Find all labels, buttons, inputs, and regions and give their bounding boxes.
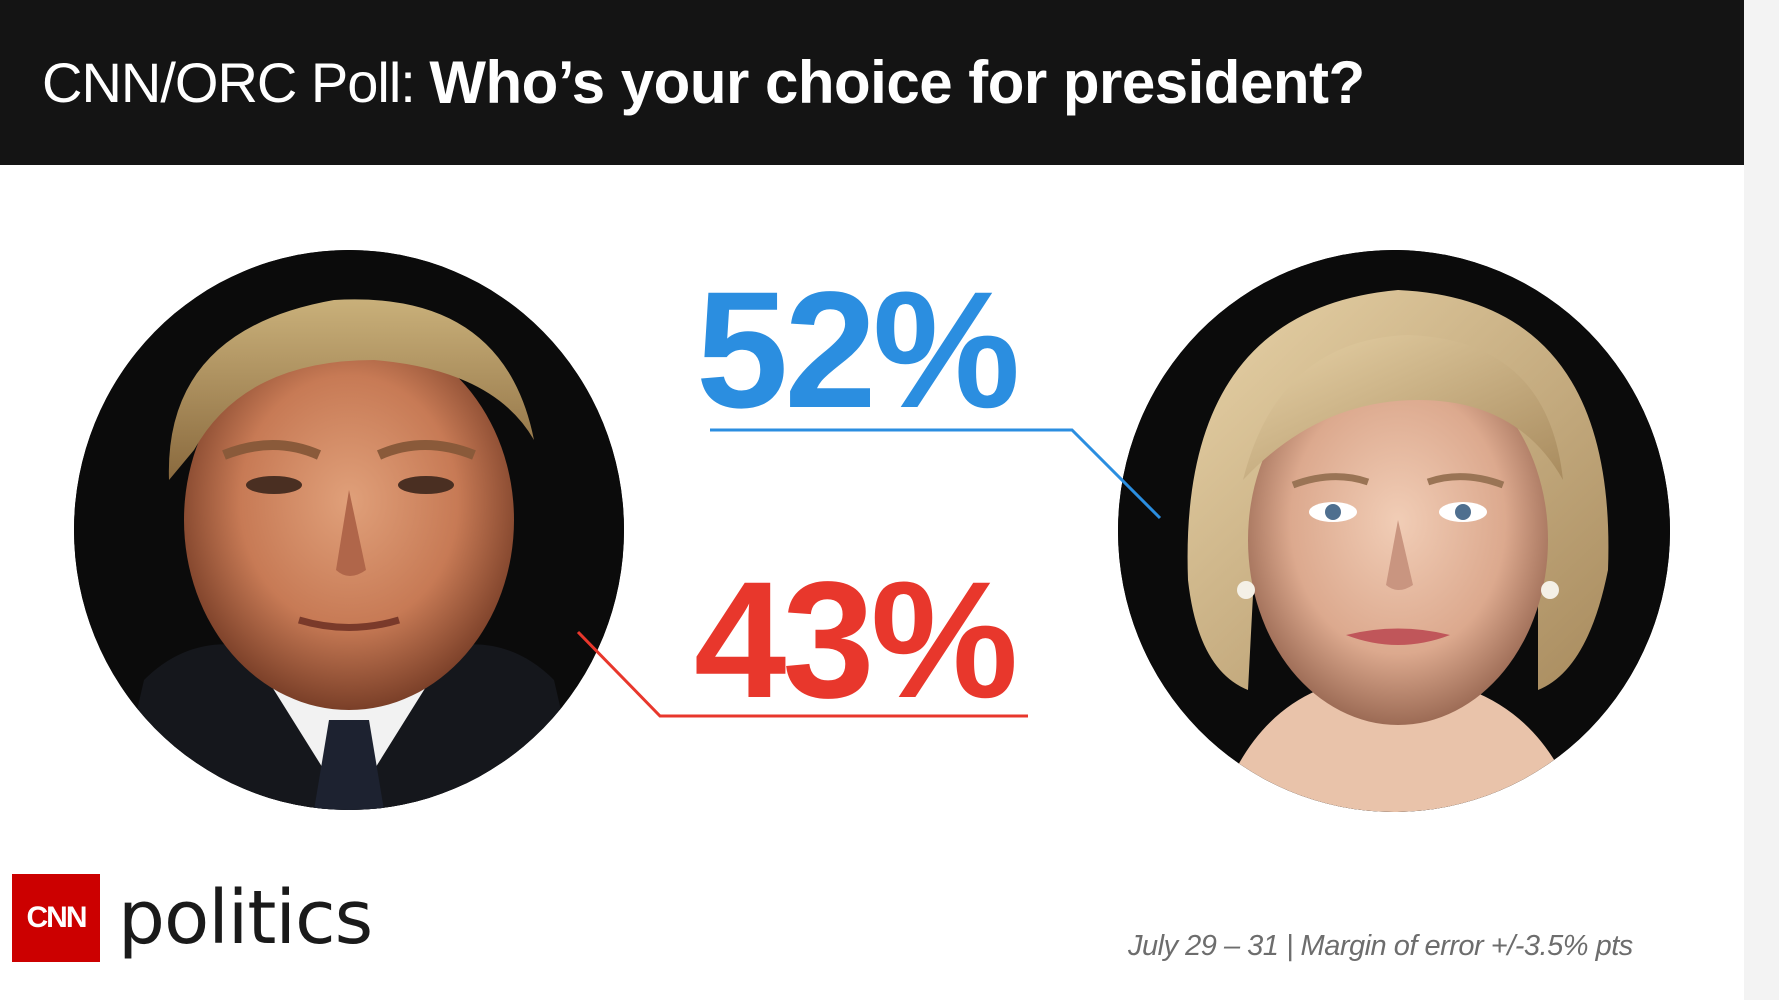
cnn-logo-box: CNN bbox=[12, 874, 100, 962]
trump-percentage: 43% bbox=[694, 548, 1018, 733]
cnn-politics-logo: CNN politics bbox=[12, 874, 373, 962]
trump-portrait-image bbox=[74, 250, 624, 810]
title-prefix: CNN/ORC Poll: bbox=[42, 51, 430, 114]
right-edge-strip bbox=[1744, 0, 1779, 1000]
clinton-portrait-image bbox=[1118, 250, 1670, 812]
title-question: Who’s your choice for president? bbox=[429, 49, 1365, 116]
title-bar: CNN/ORC Poll: Who’s your choice for pres… bbox=[0, 0, 1744, 165]
clinton-portrait bbox=[1118, 250, 1670, 812]
poll-footnote: July 29 – 31 | Margin of error +/-3.5% p… bbox=[1128, 930, 1633, 962]
clinton-leader-line bbox=[710, 428, 1162, 520]
politics-wordmark: politics bbox=[118, 875, 373, 961]
clinton-percentage: 52% bbox=[696, 258, 1020, 443]
trump-portrait bbox=[74, 250, 624, 810]
